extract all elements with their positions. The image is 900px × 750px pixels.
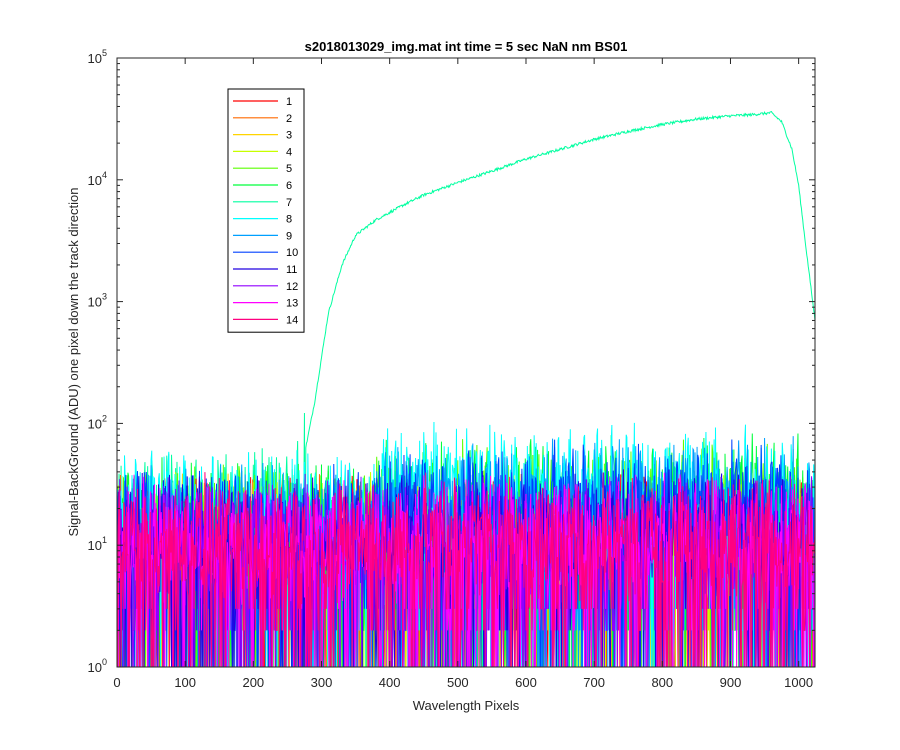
y-tick-exponent: 4: [102, 170, 107, 180]
axes-box: [116, 57, 816, 668]
legend-label: 1: [286, 96, 292, 108]
y-tick-base: 10: [88, 416, 102, 431]
legend-label: 2: [286, 113, 292, 125]
x-tick-label: 800: [651, 675, 673, 690]
series-layer: [117, 110, 815, 667]
y-tick-label: 103: [88, 292, 107, 310]
legend-label: 6: [286, 180, 292, 192]
x-tick-label: 500: [447, 675, 469, 690]
y-axis-label: Signal-BackGround (ADU) one pixel down t…: [66, 187, 81, 536]
x-tick-label: 100: [174, 675, 196, 690]
y-tick-base: 10: [88, 538, 102, 553]
y-tick-exponent: 3: [102, 292, 107, 302]
y-tick-exponent: 5: [102, 48, 107, 58]
x-tick-label: 600: [515, 675, 537, 690]
legend-label: 13: [286, 298, 298, 310]
y-tick-label: 101: [88, 535, 107, 553]
legend-label: 10: [286, 247, 298, 259]
y-tick-base: 10: [88, 660, 102, 675]
legend-label: 3: [286, 130, 292, 142]
y-tick-label: 104: [88, 170, 107, 188]
y-tick-base: 10: [88, 295, 102, 310]
y-tick-exponent: 2: [102, 413, 107, 423]
legend-label: 12: [286, 281, 298, 293]
series-line-14: [117, 472, 815, 667]
legend-label: 9: [286, 230, 292, 242]
x-tick-label: 1000: [784, 675, 813, 690]
x-tick-label: 400: [379, 675, 401, 690]
y-tick-label: 100: [88, 657, 107, 675]
legend-label: 14: [286, 314, 298, 326]
y-tick-label: 102: [88, 413, 107, 431]
legend-label: 4: [286, 146, 292, 158]
y-tick-base: 10: [88, 173, 102, 188]
legend-label: 11: [286, 264, 297, 276]
x-tick-label: 700: [583, 675, 605, 690]
legend-box: [227, 88, 305, 333]
y-tick-exponent: 0: [102, 657, 107, 667]
legend-label: 5: [286, 163, 292, 175]
y-tick-exponent: 1: [102, 535, 107, 545]
x-tick-label: 300: [311, 675, 333, 690]
y-tick-base: 10: [88, 51, 102, 66]
y-tick-label: 105: [88, 48, 107, 66]
x-axis-label: Wavelength Pixels: [413, 698, 520, 713]
legend-label: 7: [286, 197, 292, 209]
x-tick-label: 0: [113, 675, 120, 690]
chart-title: s2018013029_img.mat int time = 5 sec NaN…: [305, 39, 628, 54]
x-axis: 0 100 200 300 400 500 600 700 800 900 1000: [113, 58, 813, 690]
legend-label: 8: [286, 214, 292, 226]
x-tick-label: 200: [242, 675, 264, 690]
x-tick-label: 900: [720, 675, 742, 690]
